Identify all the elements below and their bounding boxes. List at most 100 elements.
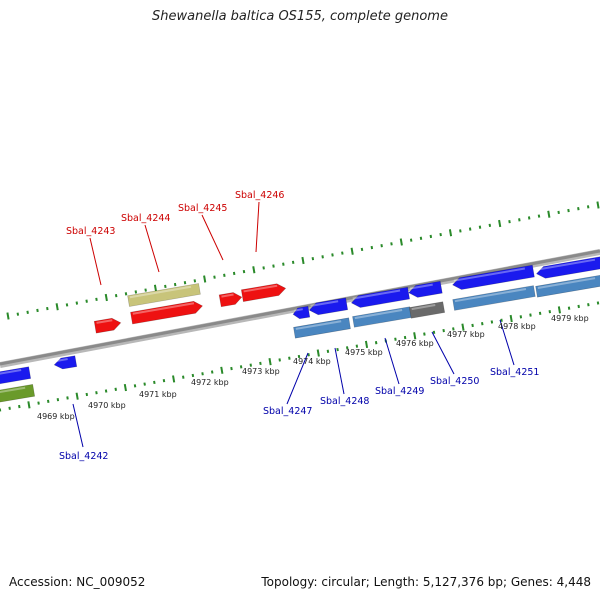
- gene-steel-c-highlight: [454, 288, 527, 303]
- gene-gray: [408, 301, 446, 319]
- ruler-major-tick: [364, 340, 369, 349]
- ruler-minor-tick: [557, 210, 560, 215]
- gene-blue-a-highlight: [310, 300, 339, 307]
- forward-label-leader: [144, 224, 160, 273]
- ruler-minor-tick: [490, 320, 494, 324]
- ruler-minor-tick: [16, 312, 20, 316]
- gene-blue-small: [292, 305, 311, 320]
- ruler-minor-tick: [193, 279, 197, 283]
- ruler-minor-tick: [239, 365, 243, 369]
- ruler-minor-tick: [18, 404, 21, 409]
- ruler-minor-tick: [459, 229, 462, 233]
- gene-red-a: [93, 317, 122, 334]
- ruler-minor-tick: [191, 373, 195, 378]
- ruler-minor-tick: [297, 354, 301, 359]
- axis-tick-label: 4974 kbp: [293, 357, 331, 366]
- ruler-minor-tick: [242, 269, 246, 274]
- gene-blue-e: [536, 256, 600, 279]
- ruler-minor-tick: [133, 384, 137, 388]
- gene-steel-a: [293, 317, 351, 339]
- ruler-minor-tick: [262, 266, 265, 270]
- inner-ruler-ticks: [0, 301, 600, 412]
- ruler-minor-tick: [95, 297, 98, 301]
- gene-red-a-highlight: [96, 319, 113, 324]
- ruler-minor-tick: [529, 313, 532, 317]
- gene-blue-c-highlight: [409, 283, 433, 290]
- ruler-minor-tick: [223, 273, 226, 277]
- reverse-label-leader: [431, 331, 455, 375]
- ruler-major-tick: [268, 358, 272, 366]
- ruler-minor-tick: [326, 349, 330, 353]
- ruler-minor-tick: [527, 216, 531, 220]
- ruler-minor-tick: [272, 264, 275, 268]
- ruler-major-tick: [448, 229, 453, 237]
- forward-label-leader: [255, 201, 260, 253]
- ruler-minor-tick: [232, 271, 236, 276]
- ruler-major-tick: [220, 366, 224, 374]
- gene-blue-b-highlight: [352, 289, 401, 300]
- ruler-minor-tick: [182, 375, 185, 379]
- ruler-minor-tick: [210, 370, 214, 374]
- ruler-minor-tick: [114, 387, 117, 391]
- ruler-minor-tick: [114, 294, 118, 298]
- gene-steel-b-highlight: [354, 309, 403, 320]
- gene-labels: Sbal_4243 Sbal_4244 Sbal_4245 Sbal_4246 Sbal…: [59, 190, 539, 462]
- axis-tick-label: 4970 kbp: [88, 401, 126, 410]
- backbone-core: [0, 249, 600, 366]
- gene-blue-d: [452, 264, 535, 290]
- reverse-gene-label: Sbal_4248: [320, 396, 369, 407]
- gene-red-c-highlight: [221, 293, 234, 298]
- ruler-minor-tick: [380, 244, 383, 248]
- ruler-minor-tick: [321, 255, 324, 259]
- ruler-minor-tick: [143, 382, 146, 386]
- ruler-minor-tick: [403, 335, 407, 340]
- axis-tick-label: 4978 kbp: [498, 322, 536, 331]
- ruler-minor-tick: [345, 346, 349, 350]
- ruler-minor-tick: [429, 234, 433, 239]
- forward-gene-label: Sbal_4244: [121, 213, 170, 224]
- ruler-minor-tick: [26, 310, 29, 314]
- ruler-minor-tick: [8, 406, 11, 410]
- ruler-minor-tick: [442, 328, 445, 333]
- reverse-gene-label: Sbal_4249: [375, 386, 424, 397]
- ruler-minor-tick: [468, 227, 472, 231]
- ruler-minor-tick: [230, 366, 233, 371]
- axis-tick-label: 4977 kbp: [447, 330, 485, 339]
- gene-green-highlight: [0, 386, 26, 394]
- ruler-major-tick: [153, 284, 158, 292]
- ruler-minor-tick: [249, 363, 253, 367]
- ruler-minor-tick: [390, 242, 393, 246]
- gene-red-d-highlight: [243, 284, 278, 293]
- ruler-major-tick: [498, 219, 502, 228]
- ruler-major-tick: [413, 332, 417, 340]
- reverse-label-leader: [384, 337, 400, 385]
- gene-blue-edge-highlight: [0, 369, 22, 375]
- ruler-minor-tick: [278, 358, 281, 362]
- ruler-minor-tick: [548, 309, 552, 314]
- ruler-minor-tick: [282, 262, 285, 266]
- ruler-major-tick: [301, 256, 305, 265]
- accession-text: Accession: NC_009052: [9, 575, 146, 589]
- ruler-minor-tick: [537, 214, 541, 218]
- axis-tick-label: 4976 kbp: [396, 339, 434, 348]
- ruler-minor-tick: [519, 315, 523, 319]
- ruler-minor-tick: [213, 275, 216, 279]
- ruler-minor-tick: [567, 306, 571, 310]
- gene-steel-d-highlight: [537, 277, 596, 289]
- ruler-major-tick: [350, 247, 354, 255]
- gene-tan-highlight: [129, 285, 192, 299]
- forward-gene-label: Sbal_4245: [178, 203, 227, 214]
- ruler-minor-tick: [577, 304, 580, 309]
- gene-steel-c: [452, 285, 536, 311]
- ruler-major-tick: [172, 375, 176, 383]
- ruler-minor-tick: [419, 236, 423, 240]
- ruler-minor-tick: [478, 225, 482, 229]
- map-title: Shewanella baltica OS155, complete genom…: [152, 9, 448, 24]
- reverse-label-leader: [499, 319, 515, 366]
- ruler-minor-tick: [46, 399, 50, 404]
- gene-blue-a: [308, 297, 349, 316]
- gene-blue-left: [53, 355, 78, 370]
- ruler-minor-tick: [85, 299, 88, 303]
- ruler-minor-tick: [164, 284, 167, 289]
